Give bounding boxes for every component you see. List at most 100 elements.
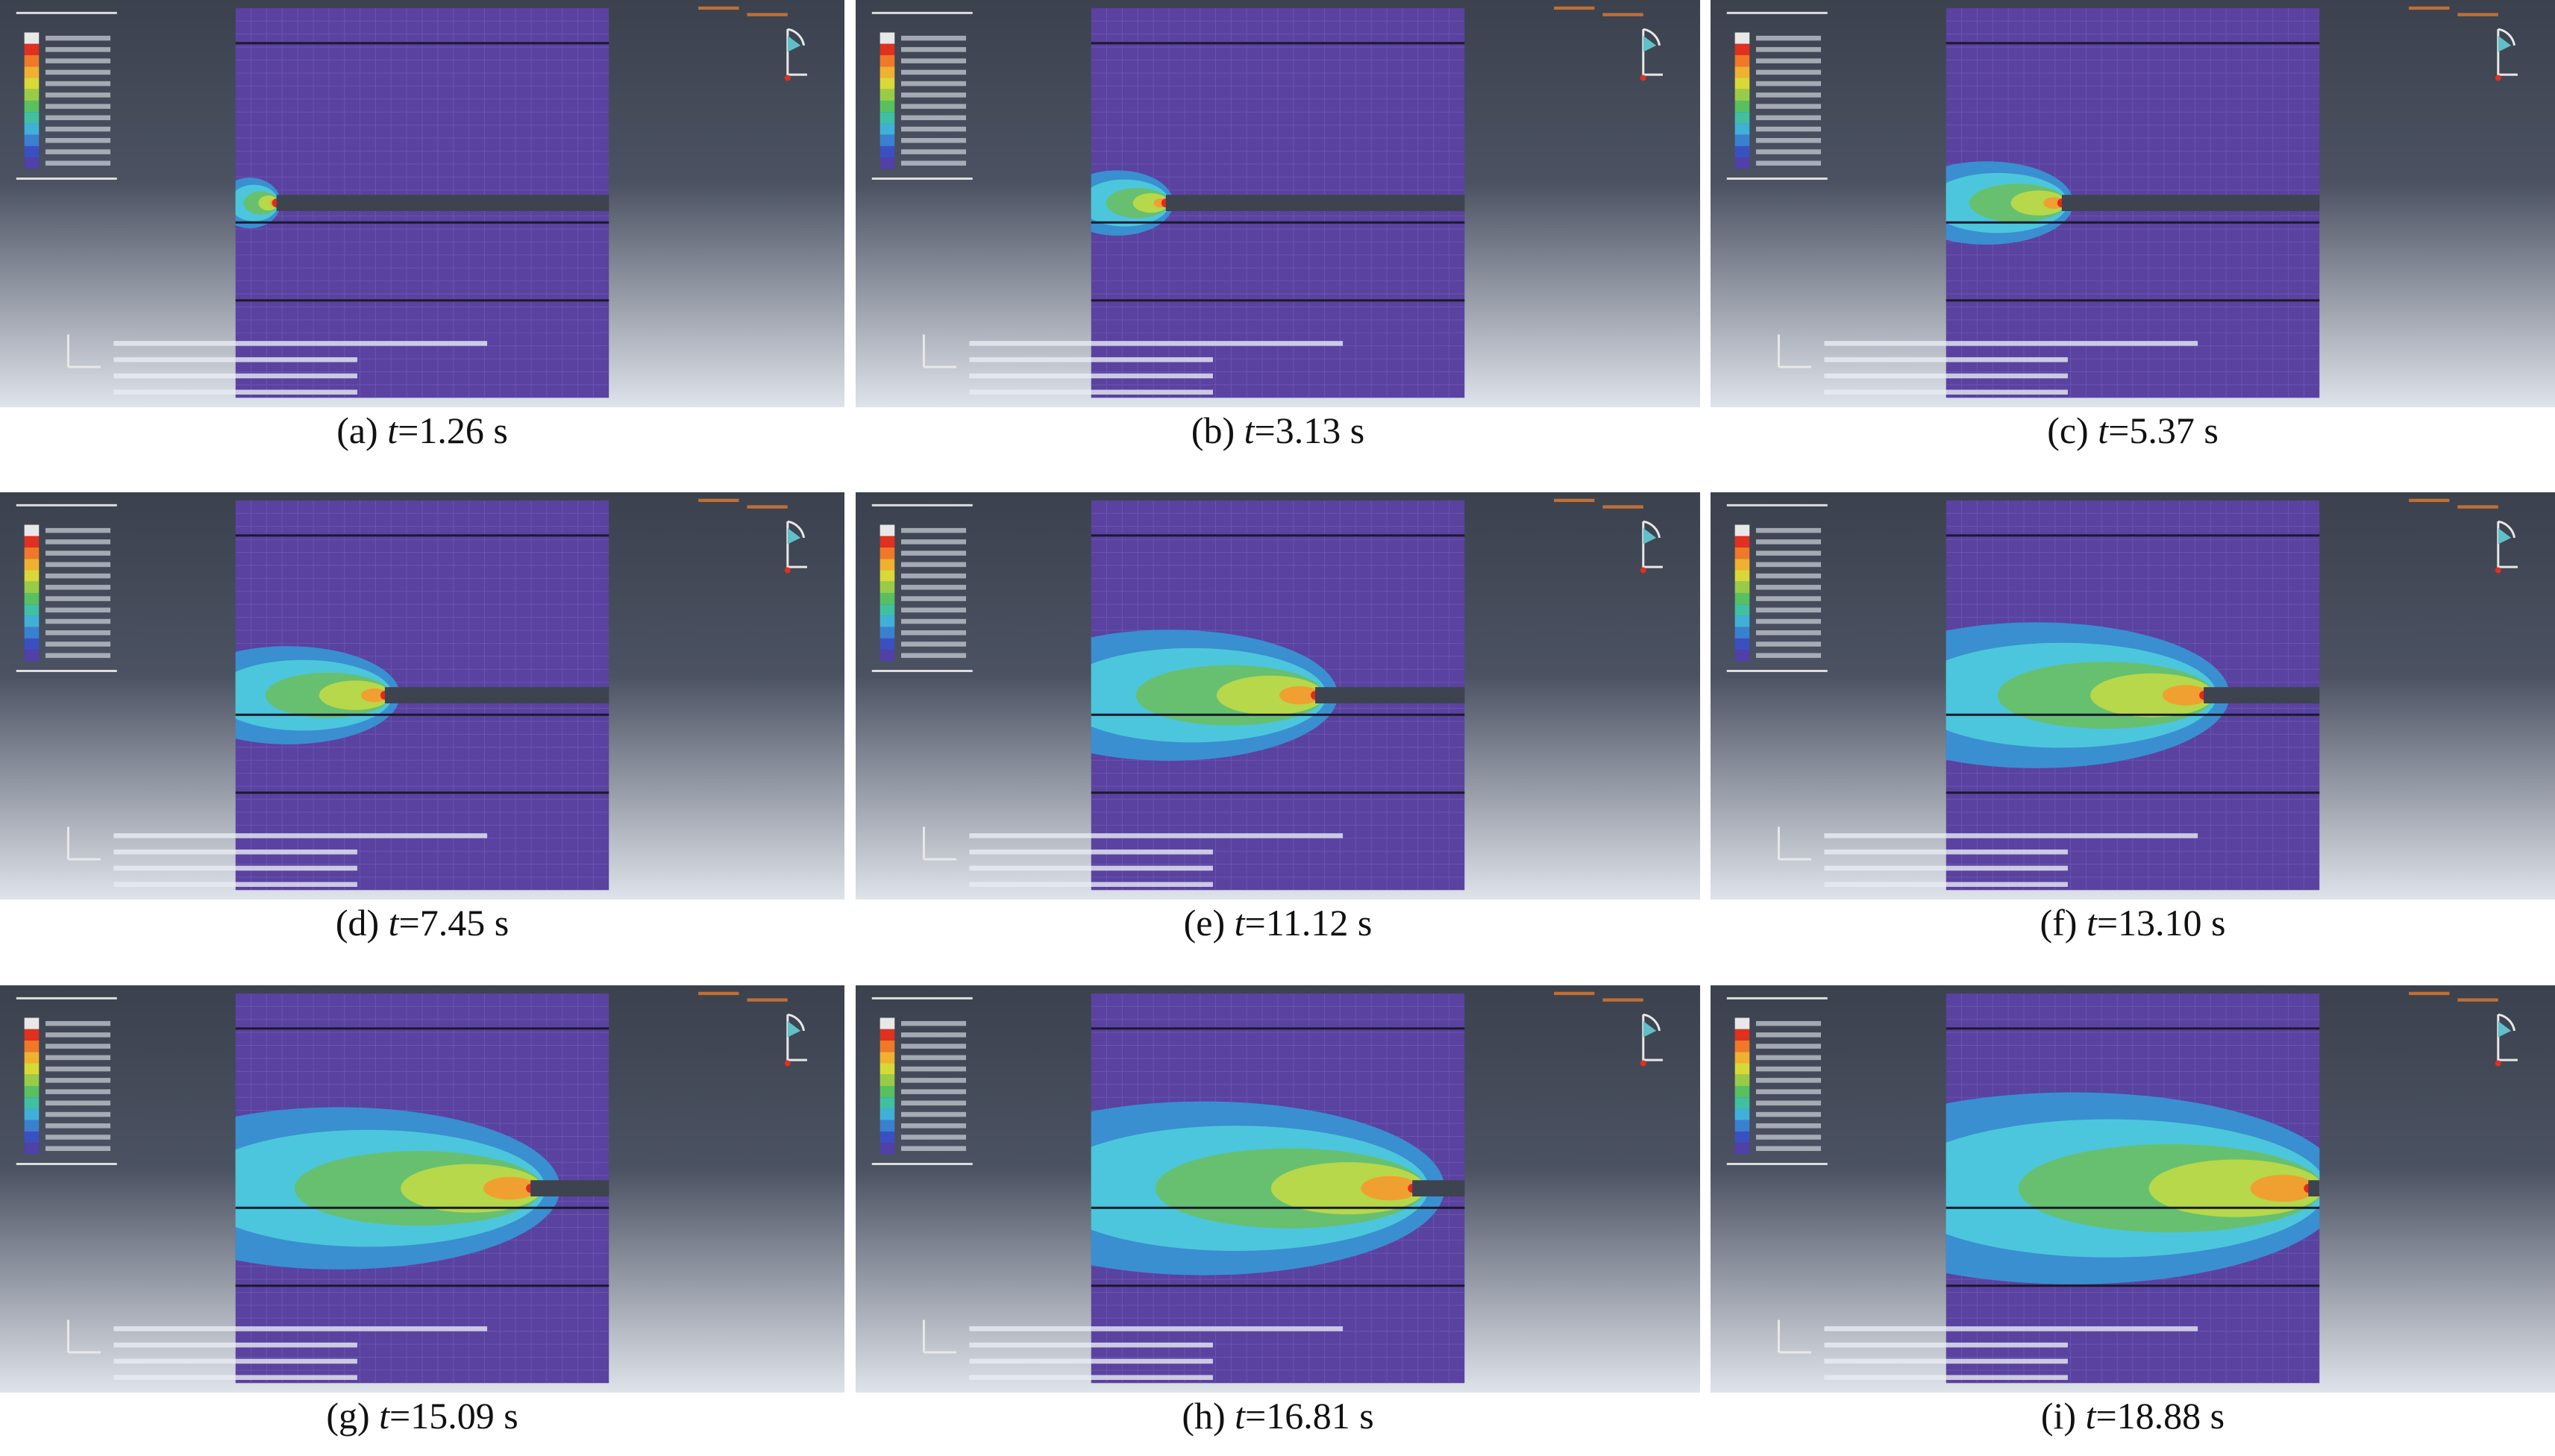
legend-text bbox=[1755, 1111, 1822, 1117]
legend-swatch bbox=[1734, 570, 1750, 582]
legend-text bbox=[1755, 81, 1822, 87]
contour-band bbox=[1361, 1176, 1419, 1201]
legend-text bbox=[45, 1066, 111, 1072]
crack bbox=[384, 687, 609, 703]
info-text bbox=[969, 1342, 1213, 1348]
legend-text bbox=[1755, 630, 1822, 636]
legend-text bbox=[900, 1111, 967, 1117]
info-text bbox=[969, 357, 1213, 363]
legend-text bbox=[1755, 1100, 1822, 1106]
legend-swatch bbox=[880, 615, 895, 627]
panel bbox=[1711, 0, 2555, 407]
info-text bbox=[1824, 341, 2198, 346]
legend-swatch bbox=[880, 1108, 895, 1120]
legend-text bbox=[45, 1044, 111, 1049]
panel bbox=[0, 985, 844, 1393]
info-text bbox=[113, 1375, 357, 1380]
header-text bbox=[1602, 505, 1643, 509]
triad-fill bbox=[2498, 1020, 2512, 1038]
legend-text bbox=[45, 1146, 111, 1152]
legend-swatch bbox=[24, 1029, 40, 1041]
caption: (e) t=11.12 s bbox=[1184, 902, 1373, 944]
caption-value: =11.12 s bbox=[1245, 902, 1373, 944]
legend-swatch bbox=[24, 559, 40, 571]
legend-swatch bbox=[24, 1120, 40, 1132]
crack bbox=[1412, 1180, 1465, 1196]
legend-text bbox=[45, 69, 111, 75]
legend-swatch bbox=[880, 604, 895, 616]
legend-text bbox=[1755, 58, 1822, 63]
info-text bbox=[969, 373, 1213, 379]
legend-swatch bbox=[880, 1063, 895, 1075]
legend-swatch bbox=[1734, 627, 1750, 638]
legend-text bbox=[1755, 1078, 1822, 1083]
model bbox=[1946, 993, 2320, 1384]
legend-swatch bbox=[880, 145, 895, 158]
legend-text bbox=[900, 149, 967, 154]
legend-swatch bbox=[880, 66, 895, 78]
triad-fill bbox=[787, 1020, 801, 1038]
caption-value: =7.45 s bbox=[399, 902, 510, 944]
crack bbox=[1315, 687, 1465, 703]
legend-swatch bbox=[24, 100, 40, 113]
legend-swatch bbox=[24, 536, 40, 548]
info-text bbox=[969, 865, 1213, 871]
legend-text bbox=[45, 1055, 111, 1061]
model bbox=[1091, 993, 1465, 1384]
legend-text bbox=[45, 104, 111, 109]
legend-text bbox=[1755, 1044, 1822, 1049]
legend-swatch bbox=[880, 32, 895, 44]
legend-swatch bbox=[24, 55, 40, 67]
header-text bbox=[2409, 6, 2450, 10]
legend-text bbox=[1755, 550, 1822, 556]
panel bbox=[1711, 492, 2555, 900]
legend-swatch bbox=[24, 1108, 40, 1120]
legend-swatch bbox=[880, 134, 895, 146]
contour-band bbox=[1270, 1162, 1426, 1215]
header-text bbox=[1602, 998, 1643, 1002]
caption: (d) t=7.45 s bbox=[336, 902, 509, 944]
legend-text bbox=[1755, 618, 1822, 624]
legend-swatch bbox=[880, 89, 895, 101]
caption: (b) t=3.13 s bbox=[1191, 410, 1364, 451]
legend-text bbox=[900, 1032, 967, 1038]
legend-text bbox=[1755, 1123, 1822, 1129]
panel bbox=[856, 492, 1700, 900]
legend-text bbox=[1755, 539, 1822, 545]
triad-fill bbox=[2498, 527, 2512, 545]
legend-swatch bbox=[1734, 592, 1750, 605]
legend-swatch bbox=[880, 43, 895, 56]
legend-text bbox=[1755, 138, 1822, 143]
legend-swatch bbox=[1734, 112, 1750, 124]
legend-swatch bbox=[24, 157, 40, 169]
header-text bbox=[2457, 998, 2498, 1002]
triad-fill bbox=[1643, 1020, 1657, 1038]
legend-text bbox=[45, 138, 111, 143]
legend-swatch bbox=[24, 1041, 40, 1052]
legend-swatch bbox=[24, 78, 40, 90]
legend-text bbox=[45, 607, 111, 613]
info-text bbox=[969, 849, 1213, 855]
legend-swatch bbox=[1734, 100, 1750, 113]
info-text bbox=[969, 1375, 1213, 1380]
legend-text bbox=[1755, 115, 1822, 121]
triad-origin bbox=[784, 75, 791, 81]
triad-origin bbox=[2495, 75, 2501, 81]
caption-symbol: t bbox=[1235, 902, 1246, 944]
caption: (g) t=15.09 s bbox=[326, 1395, 518, 1437]
triad-origin bbox=[2495, 1060, 2501, 1067]
caption-symbol: t bbox=[387, 410, 398, 451]
legend-text bbox=[900, 138, 967, 143]
triad-fill bbox=[787, 527, 801, 545]
contour-band bbox=[1279, 685, 1320, 705]
caption-value: =15.09 s bbox=[389, 1395, 518, 1437]
legend-text bbox=[900, 585, 967, 590]
info-text bbox=[113, 1326, 488, 1331]
caption-value: =5.37 s bbox=[2108, 410, 2219, 451]
legend-text bbox=[45, 115, 111, 121]
legend-text bbox=[900, 527, 967, 533]
legend-swatch bbox=[1734, 134, 1750, 146]
info-text bbox=[113, 849, 357, 855]
legend-text bbox=[900, 1066, 967, 1072]
